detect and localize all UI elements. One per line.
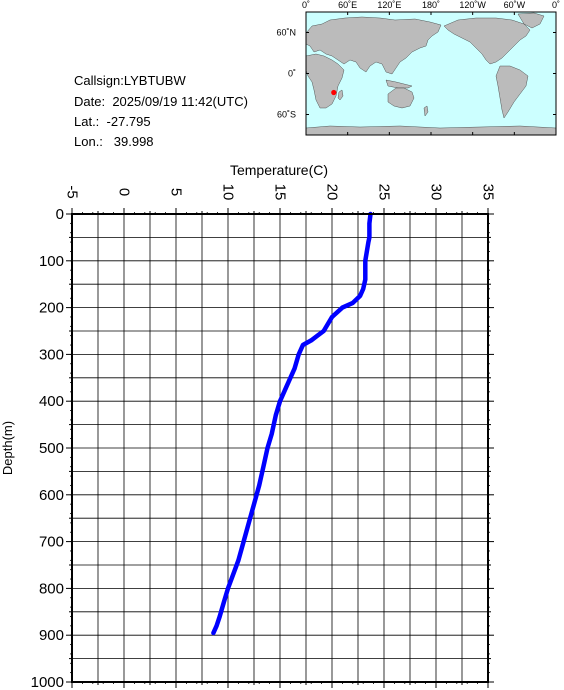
y-tick-label: 100 bbox=[39, 253, 64, 270]
map-longitude-labels: 0˚ 60˚E 120˚E 180˚ 120˚W 60˚W 0˚ bbox=[302, 0, 560, 10]
map-latitude-labels: 60˚N 0˚ 60˚S bbox=[276, 28, 296, 120]
map-lon-label: 120˚E bbox=[377, 0, 401, 10]
madagascar-landmass bbox=[337, 89, 344, 101]
info-lon: Lon.: 39.998 bbox=[74, 134, 154, 150]
lon-value: 39.998 bbox=[113, 134, 154, 149]
eurasia-landmass bbox=[305, 16, 442, 75]
indonesia-islands bbox=[385, 79, 413, 89]
map-lon-label: 60˚W bbox=[504, 0, 526, 10]
map-lon-label: 0˚ bbox=[302, 0, 310, 10]
info-date: Date: 2025/09/19 11:42(UTC) bbox=[74, 94, 248, 110]
y-tick-label: 0 bbox=[56, 206, 64, 223]
y-tick-label: 700 bbox=[39, 534, 64, 551]
y-tick-label: 300 bbox=[39, 346, 64, 363]
date-label: Date: bbox=[74, 94, 106, 109]
x-tick-label: 30 bbox=[428, 184, 445, 201]
x-tick-label: -5 bbox=[64, 185, 81, 198]
y-tick-label: 200 bbox=[39, 300, 64, 317]
y-tick-label: 600 bbox=[39, 487, 64, 504]
chart-grid bbox=[71, 213, 489, 683]
north-america-landmass bbox=[443, 17, 531, 65]
south-america-landmass bbox=[495, 65, 529, 119]
y-tick-label: 900 bbox=[39, 627, 64, 644]
callsign-value: LYBTUBW bbox=[123, 73, 186, 88]
x-tick-label: 10 bbox=[220, 184, 237, 201]
station-marker bbox=[331, 89, 337, 96]
map-lat-label: 60˚N bbox=[276, 28, 296, 38]
y-tick-label: 500 bbox=[39, 440, 64, 457]
map-lon-label: 180˚ bbox=[422, 0, 440, 10]
greenland-landmass bbox=[517, 12, 545, 29]
chart-series bbox=[211, 211, 373, 636]
y-tick-label: 1000 bbox=[31, 674, 64, 690]
australia-landmass bbox=[387, 87, 415, 109]
x-tick-label: 20 bbox=[324, 184, 341, 201]
y-tick-labels: 0 100 200 300 400 500 600 700 800 900 1000 bbox=[31, 206, 64, 690]
y-tick-label: 400 bbox=[39, 393, 64, 410]
map-tick-marks bbox=[305, 12, 557, 135]
lat-label: Lat.: bbox=[74, 114, 100, 129]
x-tick-label: 35 bbox=[480, 184, 497, 201]
map-lon-label: 0˚ bbox=[552, 0, 560, 10]
x-tick-labels: -5 0 5 10 15 20 25 30 35 bbox=[64, 184, 497, 201]
y-axis-label: Depth(m) bbox=[0, 421, 15, 475]
lat-value: -27.795 bbox=[106, 114, 151, 129]
map-lon-label: 60˚E bbox=[338, 0, 357, 10]
temperature-profile-line bbox=[211, 211, 373, 636]
x-tick-label: 15 bbox=[272, 184, 289, 201]
callsign-label: Callsign: bbox=[74, 73, 124, 88]
date-value: 2025/09/19 11:42(UTC) bbox=[112, 94, 248, 109]
x-tick-label: 25 bbox=[376, 184, 393, 201]
x-axis-label: Temperature(C) bbox=[230, 162, 328, 178]
map-lat-label: 0˚ bbox=[288, 69, 296, 79]
plot-frame bbox=[71, 213, 489, 683]
map-station-marker bbox=[331, 89, 337, 96]
info-callsign: Callsign:LYBTUBW bbox=[74, 73, 186, 89]
map-lat-label: 60˚S bbox=[277, 110, 296, 120]
info-lat: Lat.: -27.795 bbox=[74, 114, 151, 130]
x-tick-label: 5 bbox=[168, 188, 185, 196]
y-tick-label: 800 bbox=[39, 580, 64, 597]
lon-label: Lon.: bbox=[74, 134, 103, 149]
new-zealand-landmass bbox=[423, 105, 429, 117]
x-tick-label: 0 bbox=[116, 188, 133, 196]
map-lon-label: 120˚W bbox=[459, 0, 486, 10]
